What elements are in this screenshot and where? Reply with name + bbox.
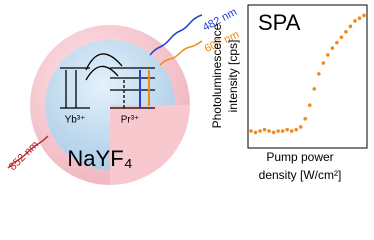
data-point <box>307 103 312 107</box>
y-axis-label: Photoluminescence <box>210 23 224 128</box>
data-point <box>330 46 335 50</box>
data-point <box>326 53 330 57</box>
data-point <box>262 127 267 132</box>
data-point <box>362 13 366 18</box>
energy-levels <box>60 53 155 109</box>
data-point <box>312 87 317 91</box>
data-point <box>339 35 344 39</box>
graphic: Yb³⁺ Pr³⁺ NaYF₄ 482 nm 607 nm 852 nm SPA… <box>7 4 368 185</box>
ion-label: Pr³⁺ <box>121 115 140 126</box>
data-point <box>357 16 362 20</box>
y-axis-label: intensity [cps] <box>226 40 240 113</box>
data-point <box>285 127 289 132</box>
core <box>45 40 175 170</box>
shell-cut <box>110 105 190 185</box>
data-point <box>267 129 271 133</box>
data-point <box>249 129 253 133</box>
data-point <box>294 127 299 132</box>
data-point <box>303 117 308 121</box>
plot-frame <box>247 4 368 149</box>
host-label: NaYF₄ <box>67 146 132 171</box>
data-point <box>348 24 353 29</box>
x-axis-label: Pump power <box>266 150 333 164</box>
nanoparticle: Yb³⁺ Pr³⁺ NaYF₄ <box>30 25 190 185</box>
data-point <box>271 130 276 135</box>
data-point <box>298 125 303 129</box>
data-point <box>353 19 357 23</box>
emission-arrow <box>159 40 203 66</box>
excitation-arrow <box>7 135 49 169</box>
chart-title: SPA <box>258 10 301 35</box>
ion-label: Yb³⁺ <box>65 115 86 126</box>
data-point <box>276 129 280 133</box>
data-point <box>321 61 326 65</box>
data-point <box>289 129 294 133</box>
x-axis-label: density [W/cm²] <box>259 168 342 182</box>
wavelength-label: 852 nm <box>7 139 41 173</box>
data-point <box>280 129 285 133</box>
plot: SPA Photoluminescence intensity [cps] Pu… <box>210 4 368 182</box>
data-point <box>253 130 258 135</box>
data-point <box>335 40 339 45</box>
data-point <box>317 72 321 76</box>
emission-arrow <box>149 14 203 56</box>
data-point <box>258 129 262 133</box>
data-point <box>344 29 348 34</box>
